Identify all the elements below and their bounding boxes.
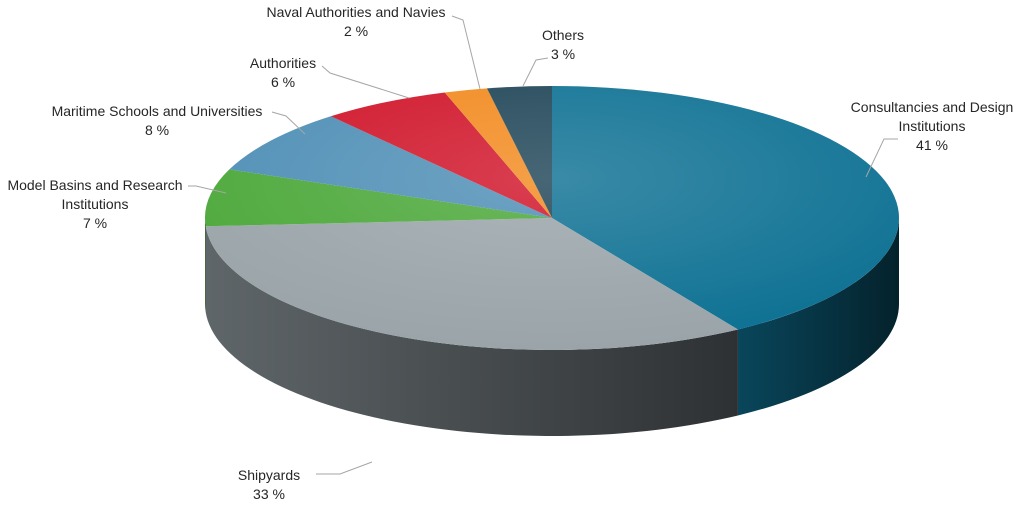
value-label: 7 %	[83, 215, 107, 231]
slice-side-consultancies-and-design-institutions	[737, 218, 899, 416]
pie-tops	[205, 86, 899, 350]
pie-sides	[205, 218, 899, 436]
leader-lines	[188, 15, 898, 475]
data-labels: Consultancies and Design Institutions 41 %…	[7, 4, 1013, 502]
value-label: 33 %	[253, 486, 285, 502]
category-label: Authorities	[250, 55, 316, 71]
data-label-shipyards: Shipyards 33 %	[238, 467, 300, 502]
data-label-model-basins-and-research-institutions: Model Basins and Research Institutions 7 %	[7, 177, 182, 231]
value-label: 2 %	[344, 23, 368, 39]
leader-line-model-basins-and-research-institutions	[188, 185, 227, 194]
data-label-others: Others 3 %	[542, 27, 584, 62]
category-label: Consultancies and Design	[851, 99, 1014, 115]
leader-line-authorities	[321, 65, 410, 99]
value-label: 8 %	[145, 122, 169, 138]
data-label-consultancies-and-design-institutions: Consultancies and Design Institutions 41 %	[851, 99, 1014, 153]
data-label-maritime-schools-and-universities: Maritime Schools and Universities 8 %	[52, 103, 263, 138]
slice-side-model-basins-and-research-institutions	[205, 218, 206, 313]
category-label: Institutions	[899, 118, 966, 134]
value-label: 6 %	[271, 74, 295, 90]
slice-side-shipyards	[205, 226, 738, 436]
category-label: Others	[542, 27, 584, 43]
category-label: Naval Authorities and Navies	[267, 4, 446, 20]
category-label: Maritime Schools and Universities	[52, 103, 263, 119]
data-label-authorities: Authorities 6 %	[250, 55, 316, 90]
value-label: 41 %	[916, 137, 948, 153]
leader-line-maritime-schools-and-universities	[271, 111, 306, 135]
value-label: 3 %	[551, 46, 575, 62]
leader-line-others	[522, 57, 549, 87]
data-label-naval-authorities-and-navies: Naval Authorities and Navies 2 %	[267, 4, 446, 39]
category-label: Institutions	[62, 196, 129, 212]
category-label: Shipyards	[238, 467, 300, 483]
leader-line-naval-authorities-and-navies	[451, 15, 481, 90]
leader-line-consultancies-and-design-institutions	[865, 138, 898, 178]
category-label: Model Basins and Research	[7, 177, 182, 193]
pie-gloss	[205, 86, 899, 350]
leader-line-shipyards	[316, 461, 373, 475]
